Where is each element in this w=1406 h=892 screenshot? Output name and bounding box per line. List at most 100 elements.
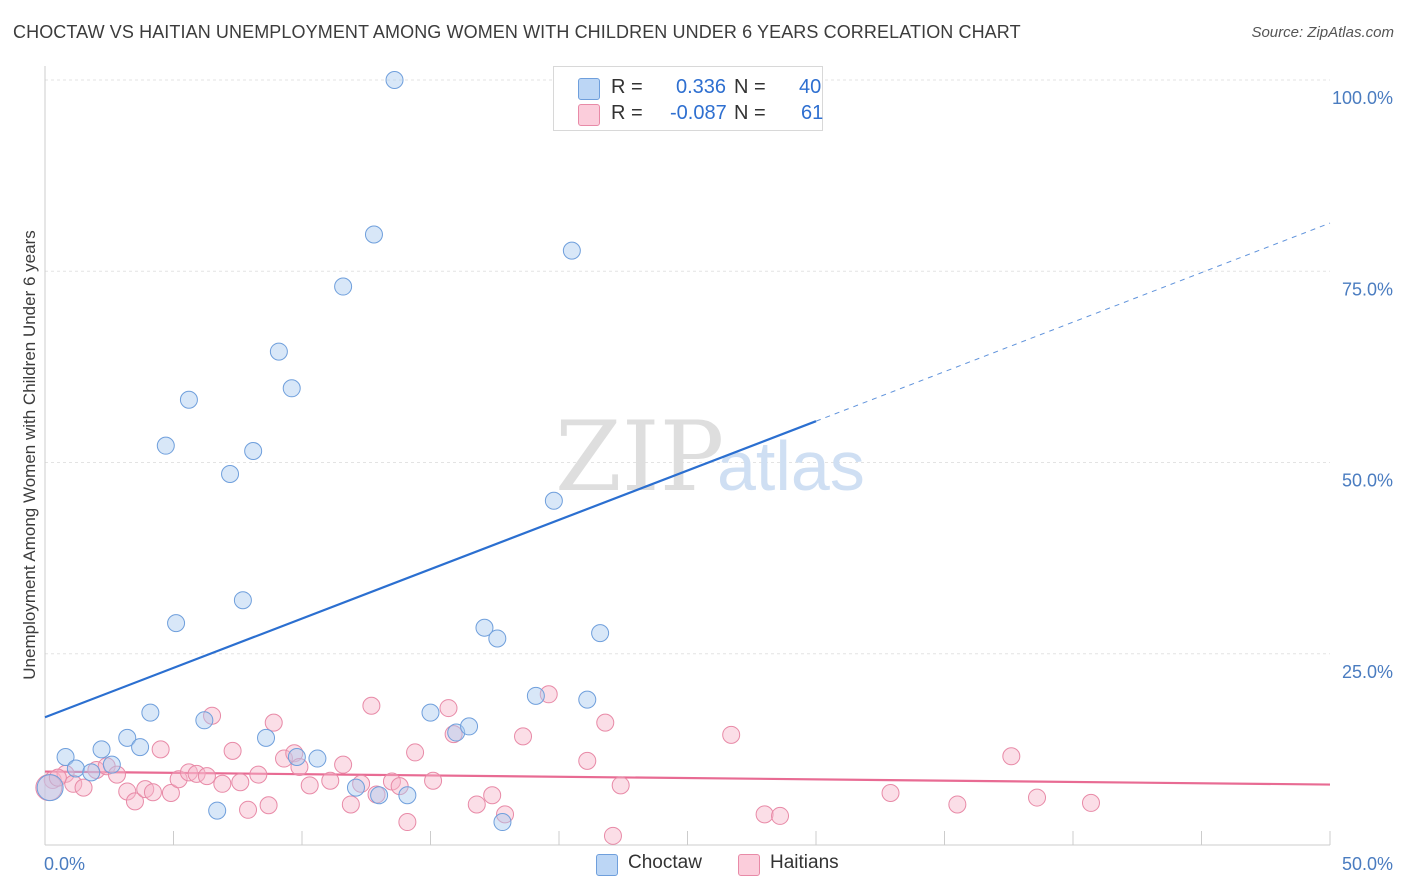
point-haitians [151,740,170,759]
point-choctaw [346,778,365,797]
point-choctaw [526,686,545,705]
x-tick-label: 0.0% [44,854,85,874]
point-haitians [179,763,198,782]
point-choctaw [244,442,263,461]
point-haitians [143,783,162,802]
point-haitians [439,699,458,718]
point-haitians [596,713,615,732]
point-haitians [64,774,83,793]
point-haitians [1028,788,1047,807]
point-haitians [755,805,774,824]
point-choctaw [269,342,288,361]
point-haitians [483,786,502,805]
point-haitians [1002,747,1021,766]
point-choctaw [102,755,121,774]
trendlines [44,222,1331,786]
point-haitians [341,795,360,814]
point-choctaw [257,728,276,747]
point-choctaw [578,690,597,709]
point-haitians [406,743,425,762]
point-choctaw [334,277,353,296]
point-choctaw [308,749,327,768]
point-haitians [169,770,188,789]
point-haitians [107,765,126,784]
point-haitians [275,749,294,768]
point-choctaw [233,591,252,610]
axes [44,66,1331,846]
point-choctaw [493,813,512,832]
point-haitians [514,727,533,746]
point-haitians [467,795,486,814]
bottom-legend-label: Haitians [770,852,839,873]
point-haitians [321,771,340,790]
point-haitians [223,741,242,760]
point-choctaw [562,241,581,260]
watermark-atlas: atlas [717,427,865,505]
point-choctaw [92,740,111,759]
point-choctaw [179,390,198,409]
point-haitians [390,777,409,796]
point-haitians [611,776,630,795]
point-haitians [259,796,278,815]
y-tick-label: 75.0% [1342,279,1393,299]
x-tick-label: 50.0% [1342,854,1393,874]
point-choctaw [195,711,214,730]
point-haitians [334,755,353,774]
point-haitians [118,782,137,801]
point-choctaw [66,759,85,778]
bottom-legend-swatch-haitians [738,854,760,876]
point-haitians [300,776,319,795]
point-haitians [603,826,622,845]
y-tick-label: 50.0% [1342,471,1393,491]
point-haitians [539,685,558,704]
point-choctaw [398,786,417,805]
point-haitians [722,725,741,744]
point-choctaw [221,464,240,483]
point-choctaw [475,618,494,637]
point-haitians [1081,793,1100,812]
point-choctaw [156,436,175,455]
point-choctaw [56,748,75,767]
point-choctaw [591,624,610,643]
y-tick-label: 100.0% [1332,88,1393,108]
watermark: ZIP atlas [555,401,865,513]
gridlines [45,79,1330,655]
point-choctaw [208,801,227,820]
point-choctaw [36,774,64,802]
watermark-zip: ZIP [555,401,724,513]
point-haitians [424,771,443,790]
point-haitians [197,767,216,786]
trendline-choctaw [44,420,817,719]
correlation-legend: R = 0.336 N = 40 R = -0.087 N = 61 [553,66,823,131]
point-haitians [231,773,250,792]
point-haitians [362,696,381,715]
y-axis-label: Unemployment Among Women with Children U… [20,230,39,679]
point-haitians [771,806,790,825]
legend-n-value: 40 [799,76,822,98]
bottom-legend-label: Choctaw [628,852,702,873]
point-choctaw [282,379,301,398]
point-haitians [264,713,283,732]
legend-n-label: N = [734,76,766,98]
point-haitians [881,783,900,802]
point-choctaw [141,703,160,722]
legend-r-label: R = [611,102,643,124]
chart-title: CHOCTAW VS HAITIAN UNEMPLOYMENT AMONG WO… [13,22,1021,42]
bottom-legend-swatch-choctaw [596,854,618,876]
point-choctaw [488,629,507,648]
legend-swatch-haitians [578,104,600,126]
point-choctaw [421,703,440,722]
point-haitians [125,792,144,811]
point-haitians [74,778,93,797]
tick-labels: 25.0% 50.0% 75.0% 100.0% 0.0% 50.0% [44,88,1393,874]
point-choctaw [460,717,479,736]
legend-r-value: -0.087 [670,102,727,124]
point-choctaw [287,748,306,767]
point-haitians [213,774,232,793]
point-choctaw [385,71,404,89]
trendline-extension [815,222,1331,422]
point-haitians [948,795,967,814]
point-choctaw [118,728,137,747]
data-points [35,71,1100,845]
